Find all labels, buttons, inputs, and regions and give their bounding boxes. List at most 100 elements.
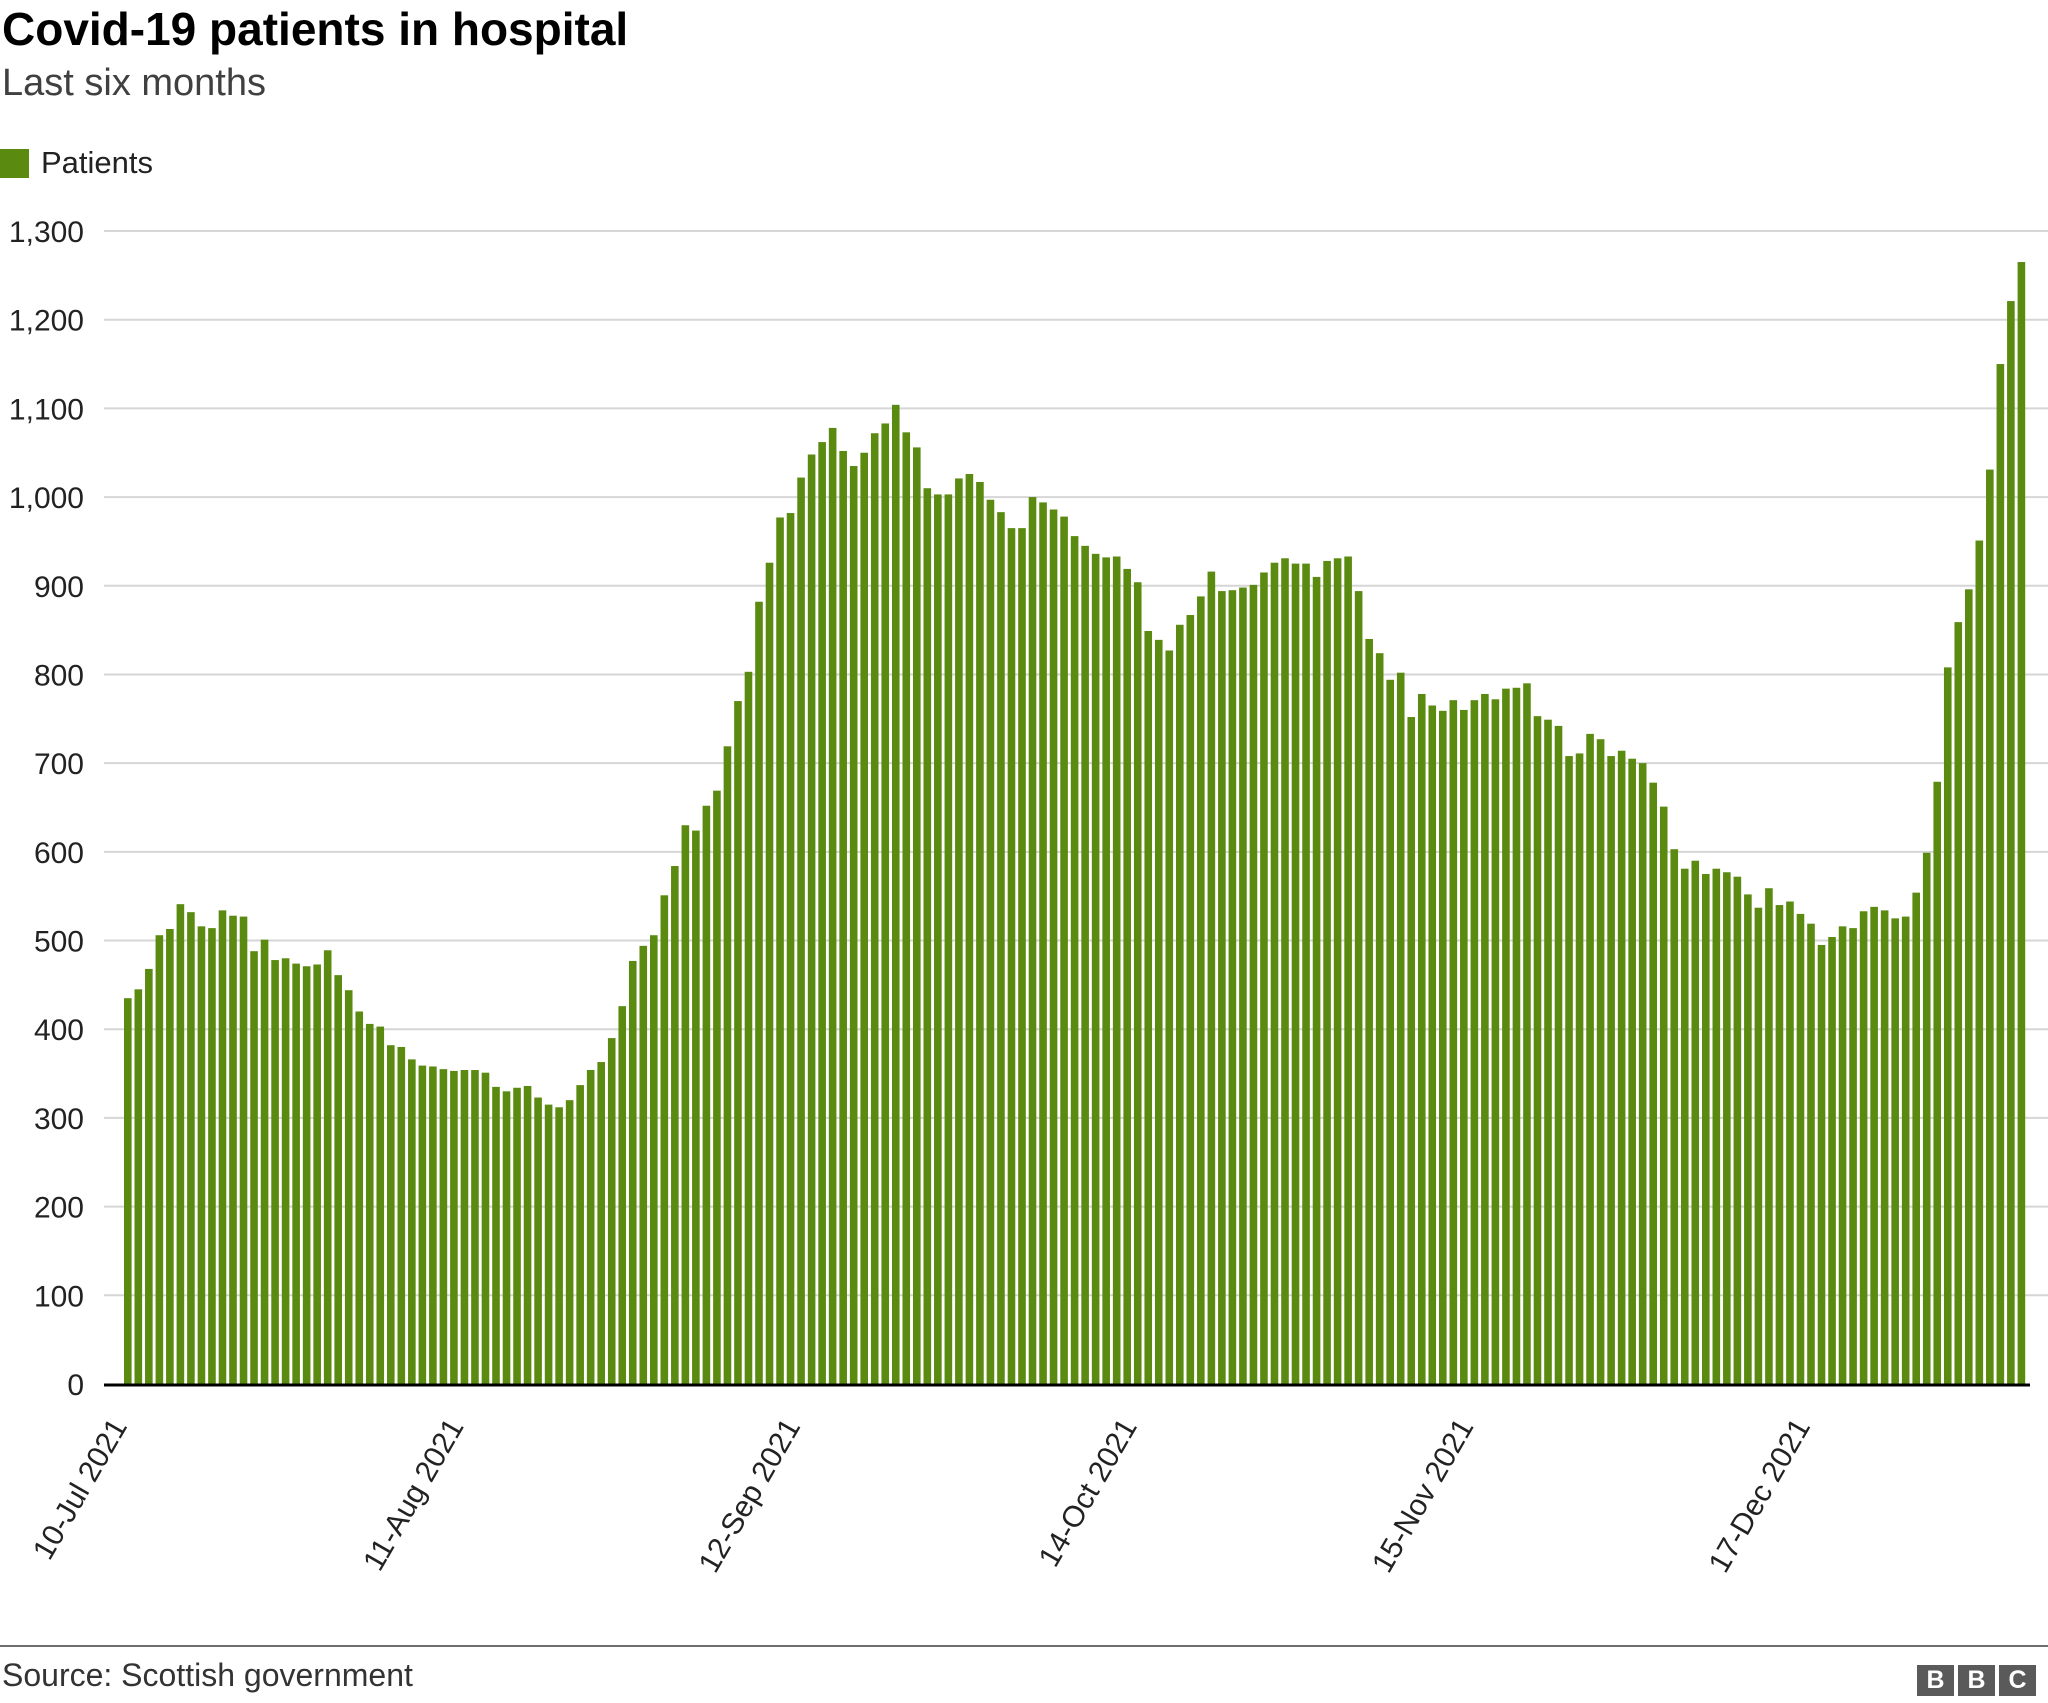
bar [250,951,258,1384]
bar [1502,688,1510,1384]
bar [1228,590,1237,1384]
bar [344,990,353,1384]
bar [681,825,690,1384]
bar [1028,497,1037,1385]
bar [860,452,868,1385]
bars [124,262,2026,1385]
bar [1659,806,1668,1384]
bar [1901,916,1910,1384]
bar [755,601,763,1384]
bar [1417,693,1426,1384]
bar [1323,560,1331,1384]
bar [1081,545,1089,1384]
bar [1154,639,1163,1384]
bar [387,1045,395,1384]
bar [197,926,206,1384]
bar [586,1070,595,1384]
bar [365,1023,374,1384]
bar [1123,568,1131,1384]
bar [1912,892,1920,1384]
bar [1176,624,1184,1384]
bar [1060,516,1068,1384]
bar [502,1091,511,1384]
bar [1207,571,1216,1384]
bar [260,939,269,1384]
bar [302,966,311,1384]
bar [765,562,774,1384]
bar [1281,558,1289,1384]
bbc-logo-letter-1: B [1917,1665,1954,1696]
bar [1638,763,1647,1384]
bar [1386,679,1394,1384]
bar [639,945,648,1384]
bar [1407,717,1416,1384]
bar [1102,557,1110,1384]
bar [555,1107,563,1384]
bar [1133,582,1142,1384]
bar [597,1062,605,1384]
bar [513,1087,521,1384]
bar [1702,874,1710,1384]
bar [1870,906,1878,1384]
bar [1091,553,1100,1384]
bar [1575,753,1584,1384]
y-tick-label: 600 [34,837,84,870]
bar [744,671,753,1384]
bar [913,447,921,1384]
bar [618,1006,627,1384]
bar [849,466,858,1384]
legend: Patients [0,145,153,181]
bar [1954,622,1963,1384]
bar [1375,653,1384,1384]
bar [1607,756,1615,1384]
bar [955,478,963,1384]
bar [1670,849,1679,1384]
bar [1986,469,1994,1385]
bar [1975,540,1984,1384]
bar [1186,615,1195,1384]
bar [271,960,279,1384]
bar [1260,572,1268,1384]
bar [1333,558,1342,1384]
bar [1344,556,1352,1384]
bar [692,830,700,1384]
x-tick-label: 10-Jul 2021 [27,1413,134,1565]
bar [565,1100,574,1384]
bar [187,912,195,1384]
bar [1733,876,1742,1384]
bar [155,935,164,1384]
bar [1291,563,1300,1384]
bar [1712,868,1721,1384]
bar [1039,502,1047,1384]
bar [166,929,174,1384]
y-tick-label: 1,200 [9,305,84,338]
bar [660,895,669,1384]
bar [839,450,847,1385]
bar [1249,584,1258,1384]
bar [281,958,290,1384]
bar [1996,364,2005,1384]
bbc-logo: B B C [1917,1665,2036,1696]
bar [1007,528,1016,1384]
bar [1775,905,1784,1384]
bar [1144,631,1153,1384]
bar [628,960,637,1384]
bar [1218,591,1226,1384]
bar [607,1038,616,1384]
bar [534,1097,542,1384]
x-tick-label: 11-Aug 2021 [357,1413,470,1576]
bar [1786,901,1794,1384]
bar [576,1085,584,1384]
bar [1859,911,1868,1384]
bar [797,477,805,1384]
bar [934,494,942,1384]
source-note: Source: Scottish government [2,1657,413,1693]
bar [2007,301,2015,1384]
bar [1070,536,1079,1384]
bar [1817,944,1826,1384]
x-tick-label: 15-Nov 2021 [1366,1413,1480,1578]
bar [891,404,900,1385]
bar [439,1069,448,1384]
bar [1965,589,1973,1384]
bar [1617,750,1626,1384]
